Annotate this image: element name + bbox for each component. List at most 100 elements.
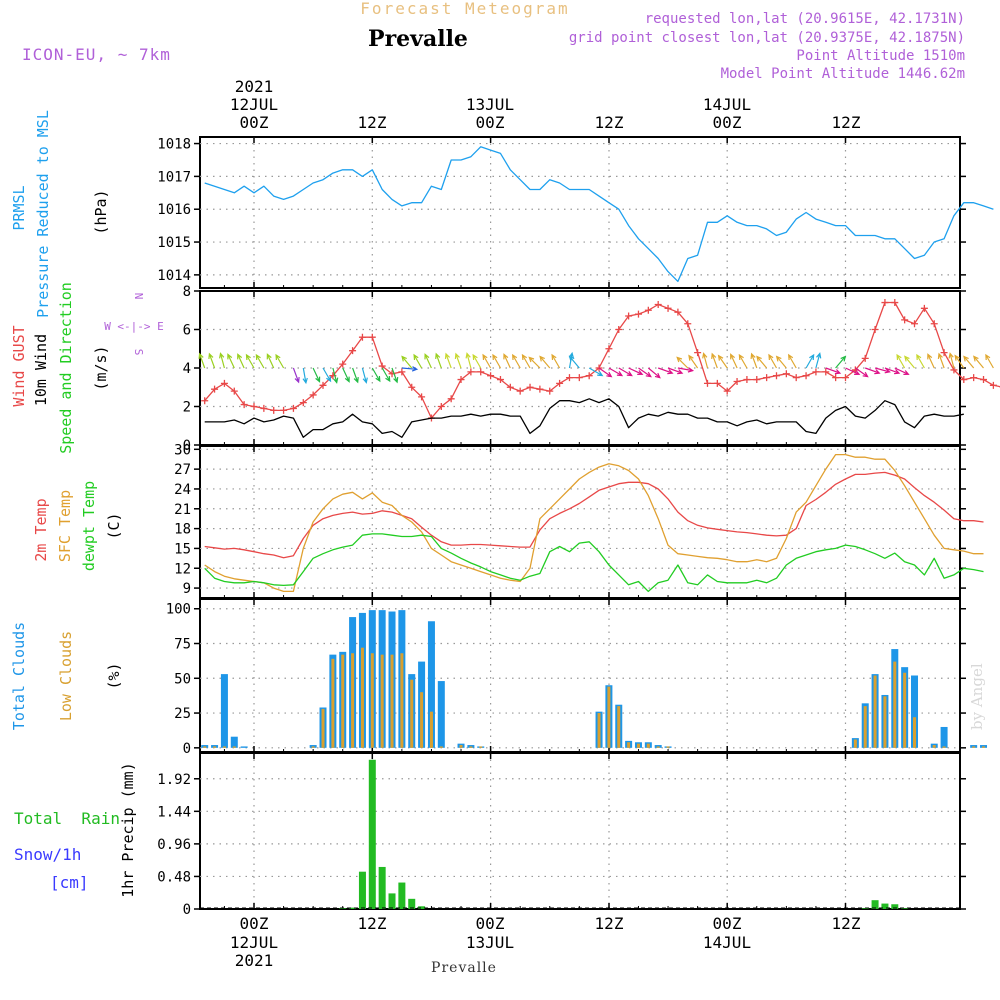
gust-marker [920, 304, 928, 312]
low-cloud-bar [222, 746, 226, 748]
low-cloud-bar [666, 746, 670, 748]
low-cloud-bar [203, 746, 207, 748]
wind-direction-arrow [401, 366, 419, 372]
y-tick-label: 1018 [157, 137, 191, 153]
wind-direction-arrow [598, 367, 613, 378]
wind-direction-arrow [312, 367, 321, 383]
low-cloud-bar [479, 746, 483, 748]
bottom-hour-label: 12Z [832, 914, 861, 933]
low-cloud-bar [410, 679, 414, 748]
wind-direction-arrow [361, 367, 368, 384]
rain-label: Total Rain [14, 809, 120, 828]
low-cloud-bar [360, 647, 364, 748]
gust-marker [782, 370, 790, 378]
gust-marker [358, 333, 366, 341]
wind-direction-arrow [702, 352, 709, 369]
y-tick-label: 30 [174, 442, 191, 458]
wind-direction-arrow [381, 367, 391, 383]
compass-label: W <-|-> E [104, 320, 164, 333]
rain-bar [388, 893, 396, 909]
low-cloud-bar [932, 745, 936, 748]
gust-marker [644, 306, 652, 314]
wind-direction-arrow [937, 352, 945, 369]
gust-marker [763, 374, 771, 382]
rain-bar [418, 906, 426, 909]
wind-direction-arrow [492, 353, 502, 369]
gust-marker [447, 395, 455, 403]
bottom-date-label: 14JUL [703, 933, 751, 952]
wind-direction-arrow [292, 367, 300, 384]
wind-direction-arrow [588, 367, 604, 377]
wind-direction-arrow [756, 355, 768, 369]
wind-direction-arrow [896, 353, 906, 369]
gust-marker [437, 403, 445, 410]
wind-direction-arrow [647, 367, 661, 379]
gust-marker [506, 383, 514, 391]
low-cloud-bar [390, 654, 394, 748]
rain-bar [871, 900, 879, 909]
plot-area: 1014101510161017101802468912151821242730… [157, 136, 1000, 918]
gust-marker [585, 372, 593, 380]
total-cloud-bar [240, 746, 248, 748]
wind10m-line [204, 398, 964, 438]
gust-marker [772, 372, 780, 380]
gust-marker [674, 308, 682, 316]
pressure-unit-label: (hPa) [92, 189, 110, 234]
low-cloud-bar [370, 653, 374, 748]
wind-direction-arrow [275, 353, 285, 369]
gust-marker [940, 349, 948, 357]
gust-marker [398, 368, 406, 376]
gust-marker [496, 376, 504, 384]
gust-marker [684, 320, 692, 328]
bottom-hour-label: 12Z [358, 914, 387, 933]
gust-marker [842, 374, 849, 382]
low-cloud-bar [942, 746, 946, 748]
wind-direction-arrow [916, 353, 925, 369]
top-hour-label: 00Z [476, 113, 505, 132]
total-cloud-bar [940, 726, 948, 748]
bottom-hour-label: 00Z [713, 914, 742, 933]
gust-marker [980, 376, 988, 384]
wind-direction-arrow [413, 353, 423, 369]
y-tick-label: 100 [166, 602, 191, 618]
low-cloud-bar [883, 696, 887, 748]
wind-direction-arrow [676, 356, 689, 369]
gust-marker [723, 387, 731, 395]
gust-marker [713, 379, 721, 387]
t2m-line [204, 471, 984, 559]
gust-marker [753, 376, 761, 384]
wind-direction-arrow [845, 367, 861, 375]
wind-direction-arrow [855, 367, 869, 378]
y-tick-label: 1016 [157, 202, 191, 218]
wind-direction-arrow [973, 355, 984, 369]
low-cloud-bar [351, 653, 355, 748]
y-tick-label: 0.96 [157, 837, 191, 853]
wind-direction-arrow [768, 353, 778, 369]
rain-bar [861, 908, 869, 909]
wind-direction-arrow [815, 352, 822, 369]
gust-marker [201, 397, 209, 405]
gust-marker [220, 379, 228, 387]
wind-direction-arrow [963, 355, 975, 369]
gust-marker [270, 406, 278, 414]
y-tick-label: 0.48 [157, 869, 191, 885]
y-tick-label: 0 [183, 741, 191, 757]
wind-direction-arrow [825, 367, 842, 375]
low-cloud-bar [636, 743, 640, 748]
wind-direction-arrow [435, 352, 442, 369]
gust-marker [743, 376, 751, 384]
model-name: ICON-EU, ~ 7km [22, 45, 171, 64]
wind-direction-arrow [322, 367, 332, 383]
chart-subtitle: Forecast Meteogram [360, 0, 569, 18]
point-altitude: Point Altitude 1510m [796, 48, 965, 64]
rain-bar [339, 908, 347, 909]
dewpt-line [204, 533, 984, 593]
y-tick-label: 8 [183, 284, 191, 300]
low-cloud-bar [400, 653, 404, 748]
top-hour-label: 00Z [713, 113, 742, 132]
gust-marker [250, 403, 258, 410]
gust-marker [861, 354, 869, 362]
y-tick-label: 2 [183, 400, 191, 416]
y-tick-label: 4 [183, 361, 191, 377]
bottom-hour-label: 12Z [595, 914, 624, 933]
